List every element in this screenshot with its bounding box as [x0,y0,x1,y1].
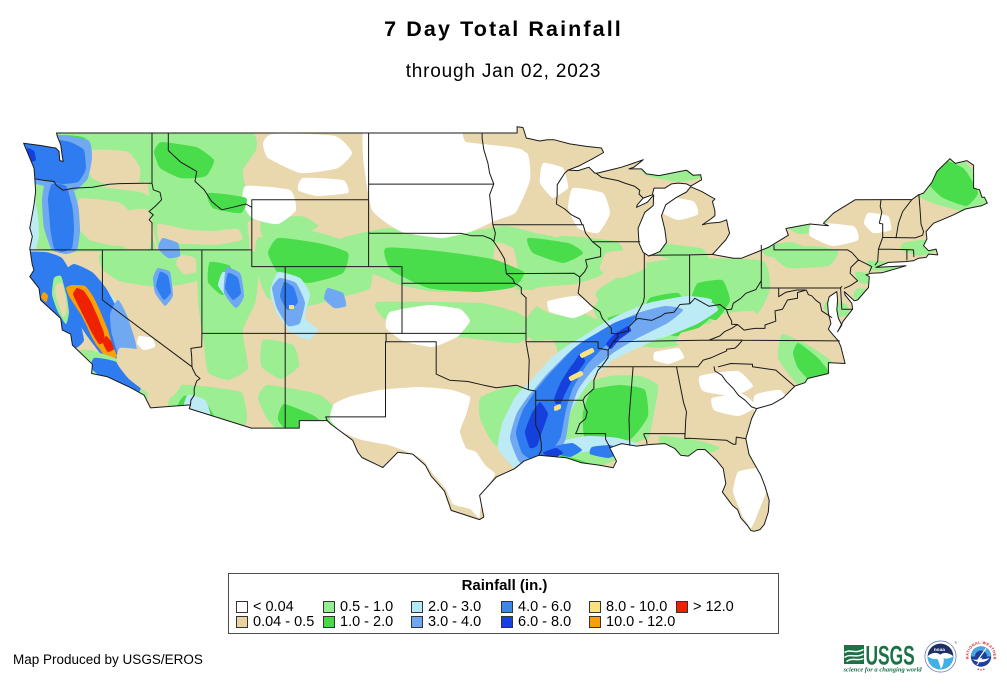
svg-text:®: ® [955,641,958,645]
svg-text:USGS: USGS [866,641,915,671]
svg-text:science for a changing world: science for a changing world [843,667,923,674]
svg-text:noaa: noaa [934,648,946,653]
